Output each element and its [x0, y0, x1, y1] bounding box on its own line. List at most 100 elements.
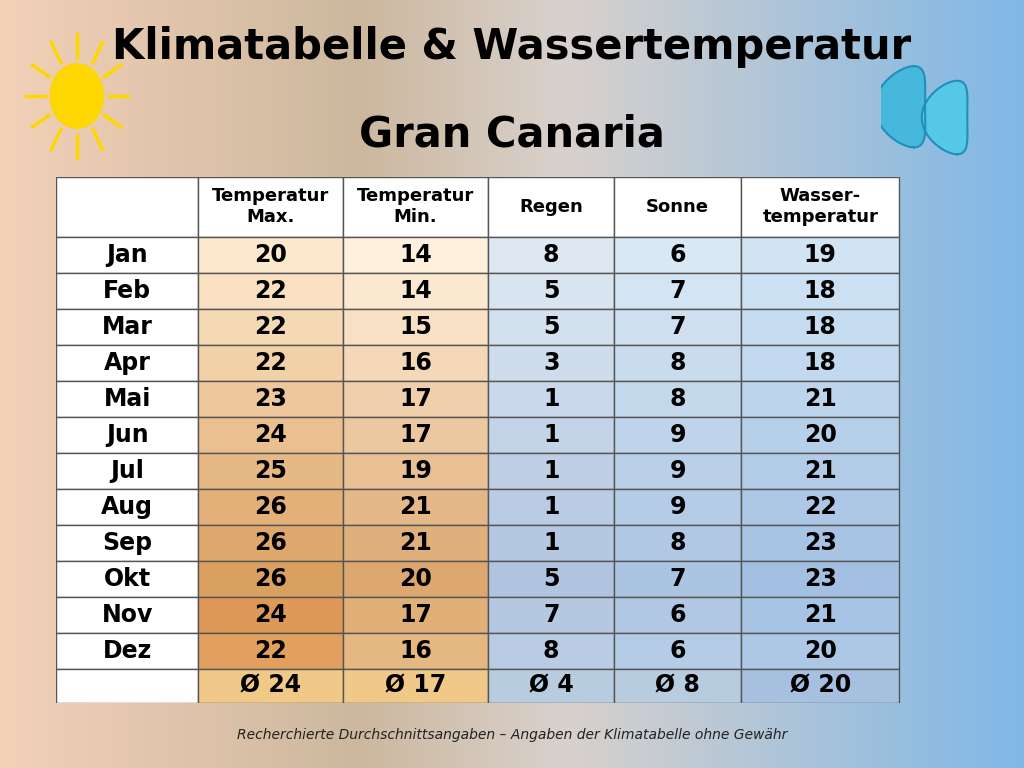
Bar [199, 597, 343, 633]
Text: Aug: Aug [101, 495, 154, 518]
Text: 7: 7 [670, 279, 686, 303]
Bar [343, 177, 488, 237]
Text: 24: 24 [254, 603, 287, 627]
Text: Okt: Okt [103, 567, 151, 591]
Bar [56, 345, 199, 381]
Bar [741, 177, 899, 237]
Bar [56, 668, 199, 703]
Text: Ø 8: Ø 8 [655, 674, 700, 697]
Bar [614, 525, 741, 561]
Text: Recherchierte Durchschnittsangaben – Angaben der Klimatabelle ohne Gewähr: Recherchierte Durchschnittsangaben – Ang… [237, 728, 787, 743]
Bar [343, 633, 488, 668]
Bar [741, 345, 899, 381]
Bar [199, 381, 343, 417]
Text: 9: 9 [670, 458, 686, 483]
Bar [343, 345, 488, 381]
Bar [199, 309, 343, 345]
Text: 20: 20 [254, 243, 287, 267]
Text: 21: 21 [399, 495, 432, 518]
Text: 14: 14 [399, 243, 432, 267]
Text: 23: 23 [804, 567, 837, 591]
Bar [343, 381, 488, 417]
Text: 1: 1 [543, 458, 559, 483]
Bar [199, 633, 343, 668]
Bar [56, 417, 199, 453]
Text: 22: 22 [254, 279, 287, 303]
Bar [488, 345, 614, 381]
Bar [199, 668, 343, 703]
Bar [614, 668, 741, 703]
Text: 6: 6 [670, 603, 686, 627]
Bar [488, 597, 614, 633]
Bar [343, 309, 488, 345]
Bar [343, 488, 488, 525]
Bar [488, 488, 614, 525]
Bar [199, 273, 343, 309]
Bar [488, 525, 614, 561]
Text: 26: 26 [254, 531, 287, 554]
Bar [56, 453, 199, 488]
Bar [56, 597, 199, 633]
Text: 20: 20 [399, 567, 432, 591]
Bar [343, 668, 488, 703]
Text: 14: 14 [399, 279, 432, 303]
Text: 24: 24 [254, 423, 287, 447]
Text: 17: 17 [399, 603, 432, 627]
Text: 1: 1 [543, 387, 559, 411]
Text: Mar: Mar [102, 315, 153, 339]
Bar [614, 488, 741, 525]
Bar [488, 633, 614, 668]
Text: 23: 23 [804, 531, 837, 554]
Text: Wasser-
temperatur: Wasser- temperatur [762, 187, 879, 227]
Text: 21: 21 [804, 458, 837, 483]
Text: 3: 3 [543, 351, 559, 375]
Text: Gran Canaria: Gran Canaria [359, 114, 665, 156]
Text: 9: 9 [670, 495, 686, 518]
Bar [56, 273, 199, 309]
Bar [199, 237, 343, 273]
Text: 22: 22 [254, 315, 287, 339]
Text: 8: 8 [670, 531, 686, 554]
Text: 6: 6 [670, 638, 686, 663]
Bar [488, 273, 614, 309]
Bar [199, 525, 343, 561]
Bar [741, 237, 899, 273]
Bar [343, 273, 488, 309]
Text: 9: 9 [670, 423, 686, 447]
Bar [614, 177, 741, 237]
Text: 22: 22 [804, 495, 837, 518]
Bar [199, 345, 343, 381]
Text: 22: 22 [254, 351, 287, 375]
Text: 18: 18 [804, 351, 837, 375]
Text: Jun: Jun [106, 423, 148, 447]
Text: 16: 16 [399, 351, 432, 375]
Text: 25: 25 [254, 458, 287, 483]
Text: 21: 21 [399, 531, 432, 554]
Text: 16: 16 [399, 638, 432, 663]
Text: Apr: Apr [103, 351, 151, 375]
Bar [488, 177, 614, 237]
Bar [343, 453, 488, 488]
Polygon shape [874, 66, 926, 147]
Text: 8: 8 [543, 243, 559, 267]
Text: 15: 15 [399, 315, 432, 339]
Bar [488, 309, 614, 345]
Bar [488, 417, 614, 453]
Bar [614, 273, 741, 309]
Text: Ø 20: Ø 20 [790, 674, 851, 697]
Bar [614, 381, 741, 417]
Bar [56, 488, 199, 525]
Bar [343, 561, 488, 597]
Text: 6: 6 [670, 243, 686, 267]
Text: 8: 8 [543, 638, 559, 663]
Text: 18: 18 [804, 315, 837, 339]
Bar [741, 488, 899, 525]
Bar [488, 668, 614, 703]
Bar [199, 453, 343, 488]
Text: Temperatur
Max.: Temperatur Max. [212, 187, 330, 227]
Bar [741, 525, 899, 561]
Bar [741, 453, 899, 488]
Bar [614, 561, 741, 597]
Text: Ø 24: Ø 24 [241, 674, 301, 697]
Bar [614, 633, 741, 668]
